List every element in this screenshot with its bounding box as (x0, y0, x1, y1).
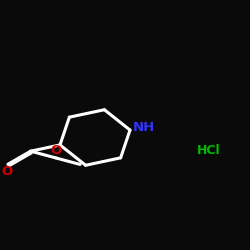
Text: HCl: HCl (197, 144, 220, 156)
Text: O: O (51, 144, 62, 158)
Text: O: O (1, 164, 12, 177)
Text: NH: NH (132, 121, 154, 134)
